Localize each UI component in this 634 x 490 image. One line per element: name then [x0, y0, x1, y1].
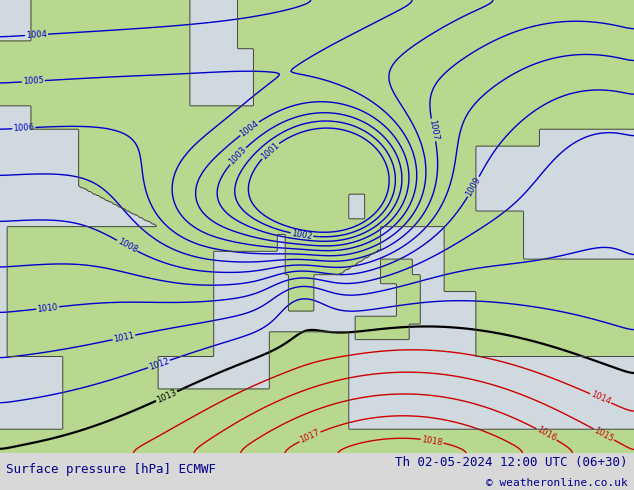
Text: 1012: 1012: [148, 356, 171, 371]
Text: 1006: 1006: [13, 123, 35, 133]
Text: 1009: 1009: [465, 175, 482, 198]
Text: 1011: 1011: [113, 331, 135, 344]
Text: 1002: 1002: [291, 229, 313, 241]
Text: 1004: 1004: [26, 30, 48, 40]
Text: Th 02-05-2024 12:00 UTC (06+30): Th 02-05-2024 12:00 UTC (06+30): [395, 456, 628, 469]
Text: 1003: 1003: [227, 145, 249, 167]
Text: © weatheronline.co.uk: © weatheronline.co.uk: [486, 478, 628, 488]
Text: 1005: 1005: [23, 76, 44, 86]
Text: 1013: 1013: [155, 388, 178, 405]
Text: 1001: 1001: [259, 140, 281, 161]
Text: 1016: 1016: [535, 425, 558, 443]
Text: 1010: 1010: [37, 302, 58, 314]
Text: 1008: 1008: [115, 237, 139, 255]
Text: 1015: 1015: [592, 425, 615, 443]
Text: 1014: 1014: [589, 390, 612, 407]
Text: 1017: 1017: [299, 428, 321, 445]
Text: 1018: 1018: [421, 435, 443, 447]
Text: 1004: 1004: [238, 119, 261, 138]
Text: 1007: 1007: [427, 119, 440, 141]
Text: Surface pressure [hPa] ECMWF: Surface pressure [hPa] ECMWF: [6, 463, 216, 476]
